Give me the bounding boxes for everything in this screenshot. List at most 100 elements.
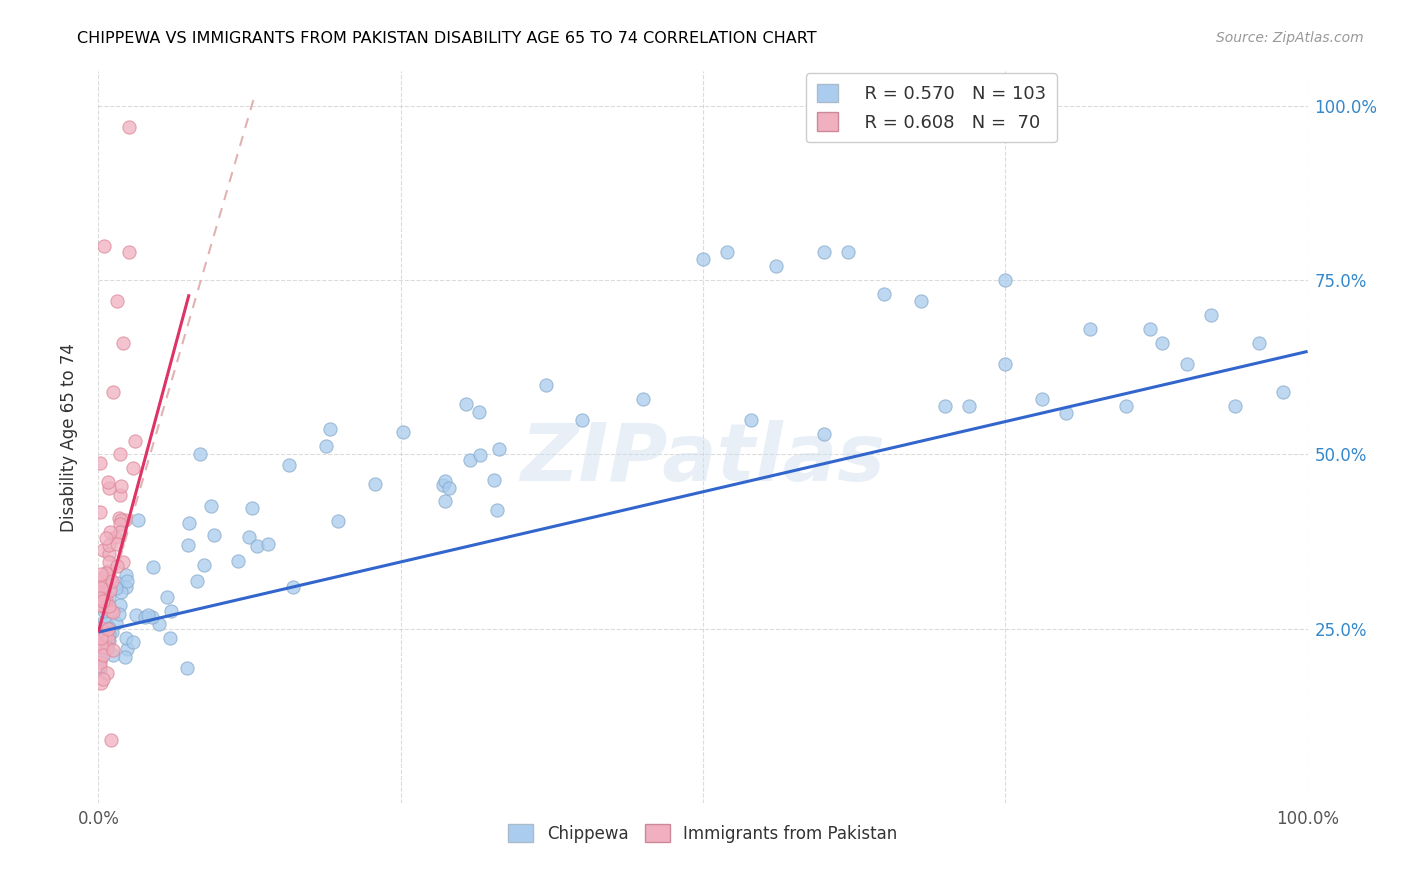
Point [200, 499, 222, 513]
Point [105, 294, 128, 309]
Point [934, 399, 956, 413]
Y-axis label: Disability Age 65 to 74: Disability Age 65 to 74 [59, 343, 77, 532]
Point [315, 439, 337, 453]
Point [141, 610, 163, 624]
Point [97, 565, 120, 579]
Point [94, 596, 117, 610]
Point [97, 621, 120, 635]
Point [108, 607, 131, 621]
Point [91, 599, 114, 614]
Point [96, 641, 118, 656]
Point [1031, 392, 1053, 406]
Point [278, 458, 301, 472]
Point [91, 597, 114, 611]
Point [437, 481, 460, 495]
Point [89, 639, 111, 653]
Point [89, 651, 111, 665]
Point [159, 631, 181, 645]
Point [114, 650, 136, 665]
Point [692, 252, 714, 267]
Point [910, 294, 932, 309]
Point [94, 627, 117, 641]
Point [90, 586, 112, 600]
Point [108, 448, 131, 462]
Point [392, 425, 415, 439]
Point [93, 604, 115, 618]
Text: CHIPPEWA VS IMMIGRANTS FROM PAKISTAN DISABILITY AGE 65 TO 74 CORRELATION CHART: CHIPPEWA VS IMMIGRANTS FROM PAKISTAN DIS… [77, 31, 817, 46]
Point [486, 503, 509, 517]
Point [110, 513, 132, 527]
Point [1175, 357, 1198, 371]
Point [97, 633, 120, 648]
Point [101, 606, 124, 620]
Point [326, 514, 349, 528]
Point [94, 615, 117, 629]
Point [98, 572, 121, 586]
Point [90, 621, 112, 635]
Point [97, 547, 120, 561]
Point [148, 616, 170, 631]
Point [127, 513, 149, 527]
Point [91, 542, 114, 557]
Point [100, 604, 122, 618]
Point [488, 442, 510, 456]
Point [246, 539, 269, 553]
Point [1272, 384, 1295, 399]
Point [94, 531, 117, 545]
Point [122, 634, 145, 648]
Point [454, 397, 477, 411]
Point [91, 590, 114, 604]
Point [108, 525, 131, 540]
Point [100, 733, 122, 747]
Point [240, 500, 263, 515]
Point [97, 475, 120, 490]
Point [89, 598, 111, 612]
Point [89, 572, 111, 586]
Point [110, 479, 132, 493]
Legend: Chippewa, Immigrants from Pakistan: Chippewa, Immigrants from Pakistan [502, 817, 904, 849]
Point [813, 426, 835, 441]
Point [114, 513, 136, 527]
Point [101, 648, 124, 662]
Point [1139, 322, 1161, 336]
Point [432, 478, 454, 492]
Point [716, 245, 738, 260]
Point [434, 493, 457, 508]
Point [90, 582, 112, 596]
Point [142, 560, 165, 574]
Point [98, 626, 121, 640]
Point [202, 528, 225, 542]
Point [91, 581, 114, 595]
Point [124, 434, 146, 448]
Point [104, 530, 127, 544]
Point [89, 456, 111, 470]
Point [98, 591, 121, 605]
Point [571, 412, 593, 426]
Point [96, 592, 118, 607]
Point [91, 648, 114, 662]
Point [105, 576, 128, 591]
Point [93, 596, 115, 610]
Point [160, 604, 183, 618]
Point [1152, 336, 1174, 351]
Point [118, 245, 141, 260]
Point [110, 517, 132, 532]
Point [89, 582, 111, 596]
Point [534, 377, 557, 392]
Point [226, 553, 249, 567]
Point [89, 638, 111, 652]
Point [94, 566, 117, 580]
Point [97, 632, 120, 647]
Point [111, 336, 134, 351]
Point [433, 474, 456, 488]
Point [188, 448, 211, 462]
Text: ZIPatlas: ZIPatlas [520, 420, 886, 498]
Point [91, 594, 114, 608]
Point [873, 287, 896, 301]
Point [101, 624, 124, 639]
Point [97, 599, 120, 613]
Point [176, 661, 198, 675]
Point [460, 453, 482, 467]
Point [1223, 399, 1246, 413]
Point [256, 537, 278, 551]
